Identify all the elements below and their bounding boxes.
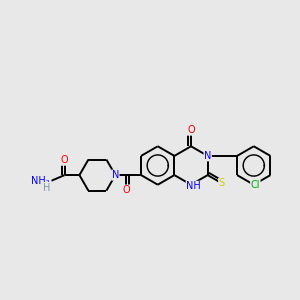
- Text: NH: NH: [186, 181, 201, 191]
- Text: O: O: [187, 125, 195, 135]
- Text: O: O: [122, 185, 130, 195]
- Text: H: H: [43, 182, 50, 193]
- Text: S: S: [219, 178, 225, 188]
- Text: NH₂: NH₂: [32, 176, 50, 186]
- Text: N: N: [112, 170, 119, 180]
- Text: N: N: [204, 151, 212, 161]
- Text: O: O: [61, 155, 68, 165]
- Text: Cl: Cl: [250, 180, 260, 190]
